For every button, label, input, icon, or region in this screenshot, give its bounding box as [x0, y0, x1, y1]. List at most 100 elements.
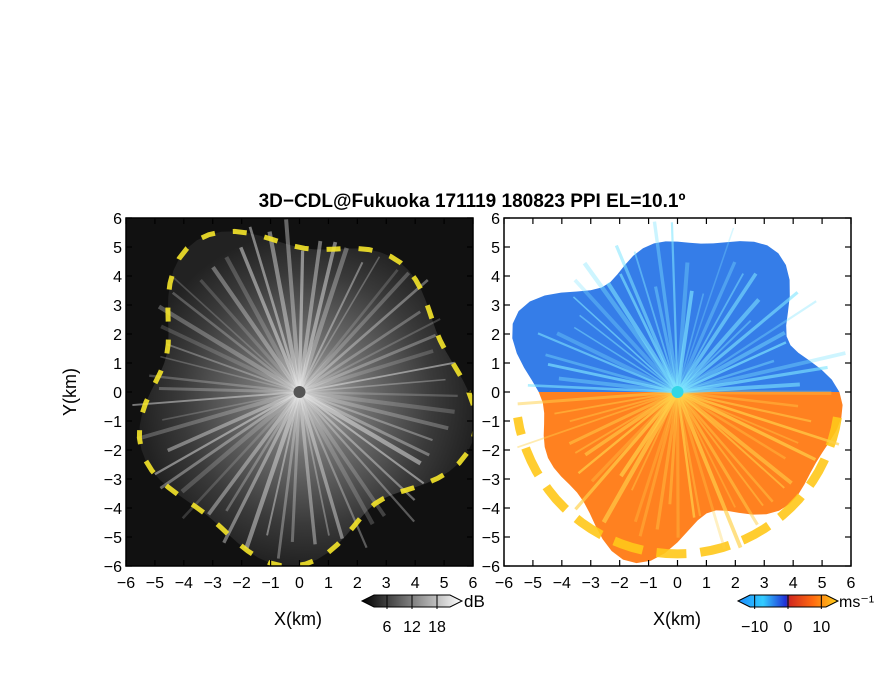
reflectivity-echo-region: [139, 231, 473, 566]
y-tick-label: −4: [482, 501, 500, 518]
y-tick-label: 4: [113, 269, 122, 286]
reflectivity-ray: [297, 391, 317, 545]
reflectivity-ray: [298, 391, 416, 501]
reflectivity-ray: [224, 256, 302, 394]
x-tick-label: −1: [639, 575, 657, 592]
velocity-ray: [547, 362, 678, 394]
velocity-colorbar-ticks: −10 0 10: [741, 595, 830, 636]
velocity-ray: [654, 286, 680, 393]
velocity-ray: [676, 390, 793, 485]
x-tick-label: 2: [353, 575, 362, 592]
velocity-ray: [676, 293, 705, 393]
velocity-ray: [537, 332, 678, 393]
velocity-ray: [675, 261, 737, 393]
velocity-ray: [677, 365, 828, 394]
colorbar-tick-label: 18: [428, 619, 446, 636]
reflectivity-ray: [244, 391, 302, 550]
reflectivity-ray: [239, 246, 302, 393]
velocity-ray: [675, 290, 694, 393]
velocity-ray: [606, 282, 680, 394]
reflectivity-ray: [299, 390, 433, 442]
velocity-ray: [584, 390, 679, 457]
reflectivity-ray: [297, 250, 305, 393]
velocity-ray: [527, 384, 678, 394]
y-tick-label: 5: [113, 240, 122, 257]
velocity-ray: [638, 391, 679, 537]
reflectivity-ray: [297, 241, 338, 393]
velocity-ray: [652, 221, 680, 393]
velocity-ray: [677, 359, 775, 394]
velocity-ray: [677, 390, 799, 408]
velocity-ray: [676, 391, 774, 503]
reflectivity-ray: [299, 390, 458, 397]
reflectivity-ray: [173, 277, 301, 393]
x-tick-label: 2: [731, 575, 740, 592]
velocity-ray: [574, 390, 679, 511]
x-tick-label: 5: [818, 575, 827, 592]
x-tick-label: −1: [261, 575, 279, 592]
velocity-ray: [677, 351, 846, 394]
y-tick-label: 5: [491, 240, 500, 257]
velocity-ray: [633, 251, 679, 393]
velocity-x-axis-label: X(km): [653, 609, 701, 629]
colorbar-tick-label: 6: [383, 619, 392, 636]
velocity-ray: [556, 331, 679, 394]
velocity-ray: [675, 391, 743, 549]
colorbar-tick-label: −10: [741, 619, 768, 636]
y-tick-label: −3: [482, 472, 500, 489]
colorbar-tick-label: 12: [403, 619, 421, 636]
y-tick-label: 1: [491, 356, 500, 373]
x-tick-label: 1: [324, 575, 333, 592]
velocity-rays: [517, 221, 846, 550]
reflectivity-ray: [297, 390, 387, 518]
reflectivity-ray: [199, 278, 301, 394]
reflectivity-colorbar: 6 12 18 dB: [360, 592, 485, 636]
y-tick-label: 6: [491, 211, 500, 228]
reflectivity-ray: [160, 324, 301, 394]
reflectivity-ray: [267, 231, 302, 393]
velocity-ray: [579, 314, 678, 393]
velocity-ray: [577, 391, 679, 475]
reflectivity-colorbar-ticks: 6 12 18: [383, 595, 446, 636]
velocity-colorbar: −10 0 10 ms⁻¹: [736, 594, 874, 636]
x-tick-label: −2: [233, 575, 251, 592]
x-tick-label: 4: [411, 575, 420, 592]
velocity-axes: −6 −5 −4 −3 −2 −1 0 1 2 3 4 5 6 −6 −5 −4 −3 −2 −1 0 1 2 3 4 5 6: [482, 211, 856, 592]
velocity-ray: [677, 382, 800, 394]
velocity-ray: [668, 391, 679, 505]
y-tick-label: 6: [113, 211, 122, 228]
y-tick-label: 3: [491, 298, 500, 315]
velocity-ray: [676, 227, 735, 393]
reflectivity-ray: [157, 304, 301, 394]
reflectivity-colorbar-unit: dB: [464, 592, 485, 611]
velocity-ray: [676, 390, 787, 460]
velocity-ray: [676, 391, 726, 550]
velocity-ray: [676, 330, 786, 394]
reflectivity-ray: [297, 391, 344, 540]
velocity-ray: [676, 391, 696, 518]
reflectivity-ray: [290, 391, 301, 542]
y-tick-label: −1: [482, 414, 500, 431]
velocity-ray: [517, 391, 678, 449]
velocity-ray: [558, 376, 678, 394]
x-tick-label: −5: [524, 575, 542, 592]
x-tick-label: 6: [469, 575, 478, 592]
reflectivity-ray: [225, 391, 301, 512]
y-tick-label: −6: [482, 559, 500, 576]
velocity-ray: [572, 296, 679, 393]
reflectivity-ray: [299, 361, 455, 393]
reflectivity-ray: [299, 318, 441, 393]
reflectivity-ray: [298, 391, 330, 536]
velocity-ray: [677, 390, 840, 446]
y-tick-label: −4: [104, 501, 122, 518]
reflectivity-ray: [276, 391, 301, 559]
velocity-outer-edge: [513, 416, 842, 559]
velocity-ray: [670, 222, 679, 393]
velocity-ray: [573, 278, 679, 394]
velocity-ray: [675, 272, 758, 393]
y-tick-label: 0: [113, 385, 122, 402]
x-tick-label: −2: [611, 575, 629, 592]
x-tick-label: 3: [760, 575, 769, 592]
reflectivity-ray: [284, 219, 302, 393]
y-tick-label: −5: [104, 530, 122, 547]
